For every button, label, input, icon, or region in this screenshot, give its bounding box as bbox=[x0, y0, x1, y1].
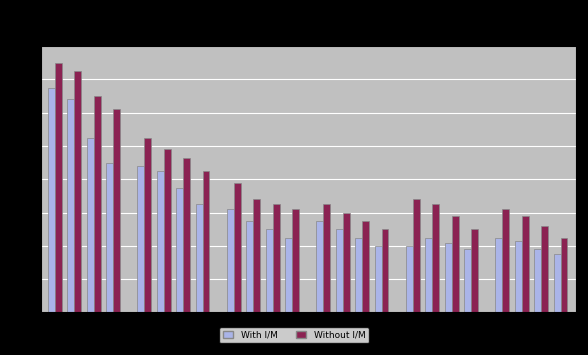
Bar bbox=[445, 242, 452, 312]
Bar bbox=[273, 204, 279, 312]
Bar bbox=[561, 237, 567, 312]
Bar bbox=[87, 138, 93, 312]
Bar bbox=[534, 249, 541, 312]
Bar bbox=[246, 221, 253, 312]
Bar bbox=[471, 229, 478, 312]
Bar bbox=[55, 63, 62, 312]
Bar bbox=[515, 241, 522, 312]
Bar bbox=[432, 204, 439, 312]
Bar bbox=[336, 229, 343, 312]
Bar bbox=[541, 226, 548, 312]
Bar bbox=[382, 229, 389, 312]
Bar bbox=[93, 96, 101, 312]
Bar bbox=[292, 209, 299, 312]
Bar bbox=[452, 216, 459, 312]
Bar bbox=[176, 187, 183, 312]
Bar bbox=[266, 229, 273, 312]
Legend: With I/M, Without I/M: With I/M, Without I/M bbox=[219, 327, 369, 343]
Bar bbox=[375, 246, 382, 312]
Bar bbox=[163, 149, 171, 312]
Bar bbox=[522, 216, 529, 312]
Bar bbox=[413, 199, 420, 312]
Bar bbox=[355, 237, 362, 312]
Bar bbox=[106, 163, 113, 312]
Bar bbox=[227, 209, 234, 312]
Bar bbox=[113, 109, 120, 312]
Bar bbox=[362, 221, 369, 312]
Bar bbox=[48, 88, 55, 312]
Bar bbox=[183, 158, 190, 312]
Bar bbox=[496, 237, 502, 312]
Bar bbox=[502, 209, 509, 312]
Bar bbox=[316, 221, 323, 312]
Bar bbox=[343, 213, 349, 312]
Bar bbox=[554, 254, 561, 312]
Bar bbox=[144, 138, 151, 312]
Bar bbox=[68, 99, 74, 312]
Bar bbox=[406, 246, 413, 312]
Bar bbox=[157, 171, 163, 312]
Bar bbox=[138, 166, 144, 312]
Bar bbox=[285, 237, 292, 312]
Bar bbox=[465, 249, 471, 312]
Bar bbox=[234, 182, 240, 312]
Bar bbox=[196, 204, 203, 312]
Bar bbox=[203, 171, 209, 312]
Bar bbox=[74, 71, 81, 312]
Bar bbox=[253, 199, 260, 312]
Bar bbox=[426, 237, 432, 312]
Bar bbox=[323, 204, 330, 312]
